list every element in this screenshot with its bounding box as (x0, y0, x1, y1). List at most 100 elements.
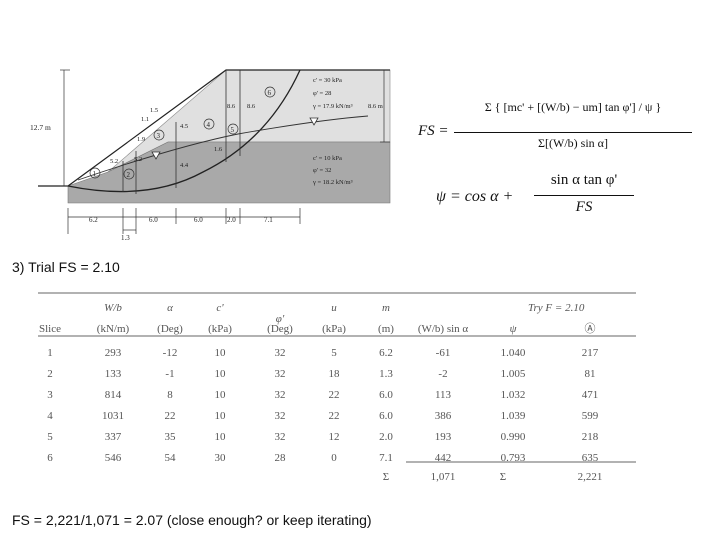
table-cell: 1.3 (379, 368, 393, 380)
lower-soil-property: φ' = 32 (313, 167, 331, 174)
table-cell: 471 (582, 389, 599, 401)
psi-denominator: FS (575, 199, 593, 215)
table-cell: 546 (105, 452, 122, 464)
slice-height: 1.5 (150, 107, 158, 114)
slice-height: 8.6 (247, 103, 256, 110)
table-cell: 30 (215, 452, 227, 464)
table-cell: 10 (215, 368, 227, 380)
table-cell: -2 (438, 368, 447, 380)
table-cell: 5 (331, 347, 337, 359)
table-cell: 1.032 (501, 389, 526, 401)
table-cell: 10 (215, 347, 227, 359)
try-label: Try F = 2.10 (528, 302, 585, 314)
table-header-top: α (167, 302, 173, 314)
fs-numerator: Σ { [mc' + [(W/b) − um] tan φ'] / ψ } (484, 100, 662, 114)
table-cell: 5 (47, 431, 53, 443)
table-cell: 10 (215, 389, 227, 401)
table-cell: 12 (329, 431, 340, 443)
fs-equation: FS = Σ { [mc' + [(W/b) − um] tan φ'] / ψ… (418, 96, 718, 156)
slice-number: 4 (207, 121, 211, 129)
water-table-icon (151, 151, 161, 160)
table-cell: 133 (105, 368, 122, 380)
psi-numerator: sin α tan φ' (550, 172, 618, 188)
table-cell: 28 (275, 452, 287, 464)
table-cell: 113 (435, 389, 452, 401)
table-header: (kPa) (322, 323, 346, 335)
table-cell: 6.2 (379, 347, 393, 359)
table-cell: 193 (435, 431, 452, 443)
upper-soil-property: c' = 30 kPa (313, 77, 342, 84)
table-cell: 22 (329, 389, 340, 401)
table-cell: 1031 (102, 410, 124, 422)
slice-height: 1.1 (141, 116, 149, 123)
slice-number: 3 (157, 132, 161, 140)
table-cell: 22 (165, 410, 176, 422)
slice-height: 1.9 (137, 136, 145, 143)
slice-width: 2.0 (227, 216, 236, 224)
table-cell: 54 (165, 452, 177, 464)
table-cell: 32 (275, 410, 286, 422)
right-height-label: 8.6 m (368, 103, 383, 110)
table-cell: 32 (275, 368, 286, 380)
table-header: (Deg) (267, 323, 293, 335)
table-drawing: Try F = 2.10 W/b α c' φ' u m Slice (kN/m) (Deg) (… (38, 292, 636, 483)
table-cell: 1 (47, 347, 53, 359)
table-cell: 386 (435, 410, 452, 422)
table-cell: 1.040 (501, 347, 526, 359)
slice-width: 6.2 (89, 216, 98, 224)
slice-width: 7.1 (264, 216, 273, 224)
water-table-icon (309, 117, 319, 126)
fs-fraction-bar (454, 132, 692, 133)
slice-calculation-table: Try F = 2.10 W/b α c' φ' u m Slice (kN/m) (Deg) (… (38, 290, 636, 491)
table-cell: 18 (329, 368, 341, 380)
fs-denominator: Σ[(W/b) sin α] (538, 136, 608, 150)
table-sum-symbol: Σ (500, 471, 506, 483)
table-header: (kN/m) (97, 323, 130, 335)
conclusion-text: FS = 2,221/1,071 = 2.07 (close enough? o… (12, 512, 372, 528)
table-cell: 1.039 (501, 410, 526, 422)
slice-width: 6.0 (194, 216, 203, 224)
table-sum-ws: 1,071 (431, 471, 456, 483)
table-cell: 0 (331, 452, 337, 464)
height-label: 12.7 m (30, 123, 51, 132)
table-cell: 0.990 (501, 431, 526, 443)
psi-fraction-bar (534, 195, 634, 196)
table-cell: 0.793 (501, 452, 526, 464)
table-cell: 22 (329, 410, 340, 422)
table-cell: 217 (582, 347, 599, 359)
table-header-top: u (331, 302, 337, 314)
slice-number: 5 (231, 126, 235, 134)
table-cell: -1 (165, 368, 174, 380)
table-header: (kPa) (208, 323, 232, 335)
table-header: (Deg) (157, 323, 183, 335)
slice-height: 5.2 (134, 156, 142, 163)
table-cell: 10 (215, 431, 227, 443)
slope-diagram: 12.7 m 8.6 m c' = 30 kPa φ' = 28 γ = 17.… (30, 69, 391, 242)
table-cell: 3 (47, 389, 53, 401)
slice-height: 5.2 (110, 158, 118, 165)
table-cell: -12 (163, 347, 178, 359)
upper-soil-property: γ = 17.9 kN/m³ (312, 103, 353, 110)
table-cell: 7.1 (379, 452, 393, 464)
table-cell: 2 (47, 368, 53, 380)
table-cell: 1.005 (501, 368, 526, 380)
table-header: (m) (378, 323, 394, 335)
slice-number: 6 (268, 89, 272, 97)
slice-height: 8.6 (227, 103, 236, 110)
table-cell: 814 (105, 389, 122, 401)
slice-height: 4.5 (180, 123, 188, 130)
table-cell: 6.0 (379, 389, 393, 401)
fs-lhs: FS = (418, 123, 449, 139)
ground-surface (38, 69, 390, 187)
table-header: ψ (510, 323, 517, 335)
table-cell: 218 (582, 431, 599, 443)
table-header: (W/b) sin α (418, 323, 469, 335)
upper-soil-property: φ' = 28 (313, 90, 331, 97)
table-header-top: φ' (276, 313, 285, 325)
slice-number: 1 (93, 170, 97, 178)
table-cell: 442 (435, 452, 452, 464)
table-header: Ⓐ (585, 322, 596, 335)
lower-soil-property: c' = 10 kPa (313, 155, 342, 162)
table-cell: 32 (275, 431, 286, 443)
table-cell: 2.0 (379, 431, 393, 443)
